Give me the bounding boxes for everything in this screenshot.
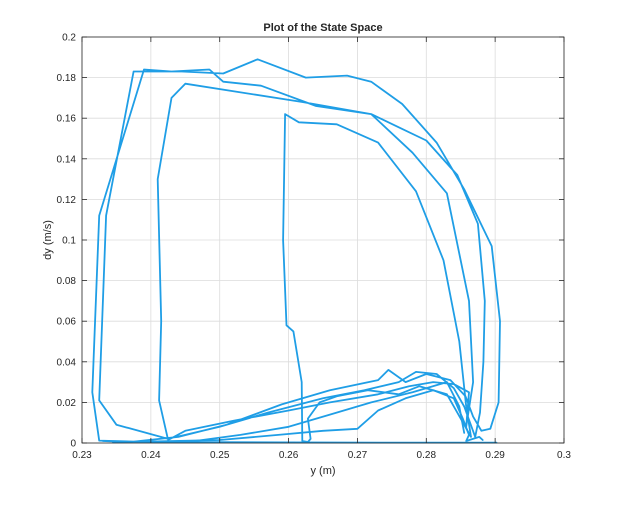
trajectory-line (191, 381, 466, 443)
x-tick-label: 0.26 (279, 450, 299, 461)
y-tick-label: 0.2 (62, 33, 76, 44)
y-tick-label: 0.1 (62, 236, 76, 247)
trajectory-line (282, 113, 472, 443)
axis-ticks: 0.23 0.24 0.25 0.26 0.27 0.28 0.29 0.3 0 0.02 0.04… (57, 33, 572, 462)
y-tick-label: 0.16 (57, 114, 77, 125)
data-series (91, 58, 501, 444)
y-tick-label: 0.12 (57, 195, 77, 206)
y-tick-label: 0.02 (57, 398, 77, 409)
y-tick-label: 0.18 (57, 73, 77, 84)
x-tick-label: 0.25 (210, 450, 230, 461)
y-tick-label: 0 (70, 439, 76, 450)
x-tick-label: 0.29 (485, 450, 505, 461)
y-tick-label: 0.06 (57, 317, 77, 328)
x-axis-label: y (m) (310, 465, 335, 477)
x-tick-label: 0.3 (557, 450, 571, 461)
trajectory-line (91, 58, 501, 444)
trajectory-line (112, 389, 484, 444)
x-tick-label: 0.27 (348, 450, 368, 461)
x-tick-label: 0.23 (72, 450, 92, 461)
y-tick-label: 0.14 (57, 154, 77, 165)
y-tick-label: 0.04 (57, 357, 77, 368)
x-tick-label: 0.28 (417, 450, 437, 461)
y-tick-label: 0.08 (57, 276, 77, 287)
chart-title: Plot of the State Space (263, 22, 382, 34)
y-axis-label: dy (m/s) (42, 220, 54, 260)
x-tick-label: 0.24 (141, 450, 161, 461)
